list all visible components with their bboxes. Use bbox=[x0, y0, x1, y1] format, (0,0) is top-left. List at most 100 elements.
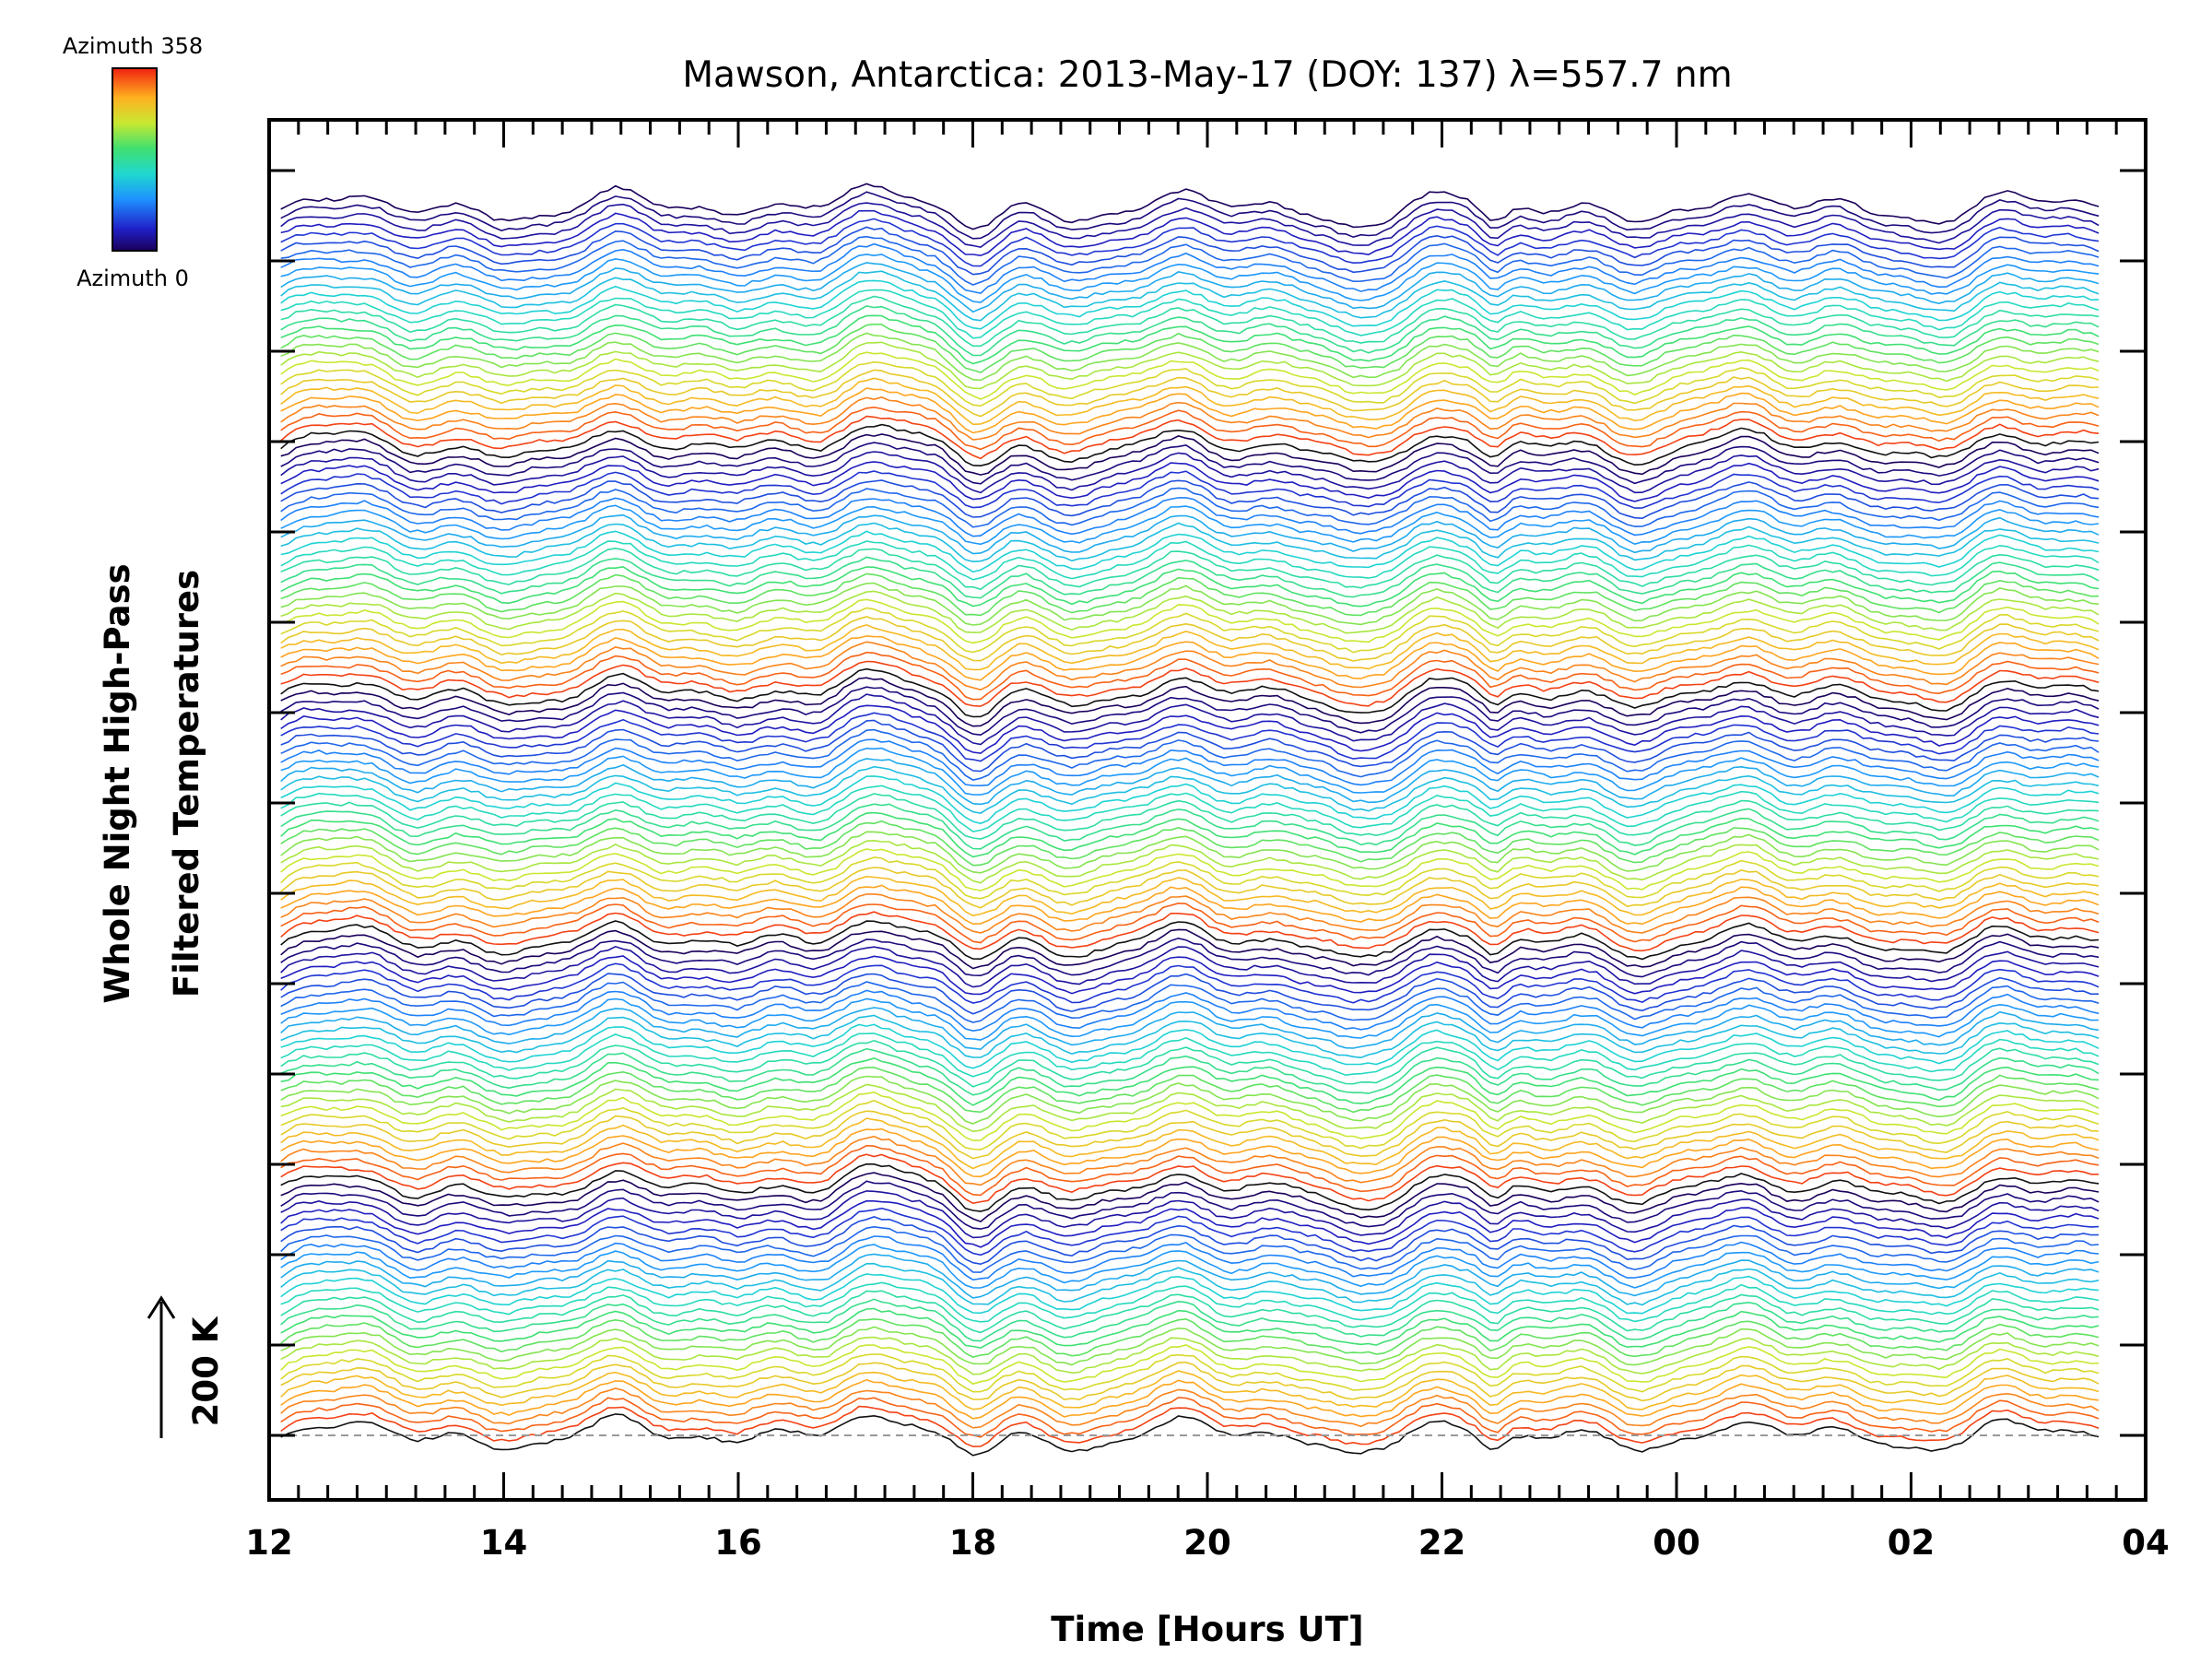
series-line bbox=[280, 660, 2100, 707]
x-ticks-group bbox=[267, 120, 2147, 1500]
series-line bbox=[280, 1091, 2100, 1142]
series-line bbox=[280, 686, 2100, 737]
series-line bbox=[280, 1023, 2100, 1069]
series-line bbox=[280, 1244, 2100, 1289]
series-line bbox=[280, 522, 2100, 563]
x-tick-label: 04 bbox=[2122, 1523, 2170, 1563]
series-line bbox=[280, 242, 2100, 294]
series-line bbox=[280, 218, 2100, 267]
series-line bbox=[280, 884, 2100, 926]
series-line bbox=[280, 747, 2100, 796]
series-line bbox=[280, 1180, 2100, 1230]
series-line bbox=[280, 945, 2100, 988]
series-line bbox=[280, 955, 2100, 996]
series-line bbox=[280, 1397, 2100, 1438]
series-line bbox=[280, 461, 2100, 502]
series-line bbox=[280, 962, 2100, 1004]
series-line bbox=[280, 1144, 2100, 1197]
series-line bbox=[280, 641, 2100, 691]
series-line bbox=[280, 262, 2100, 313]
colorbar bbox=[112, 67, 158, 252]
series-line bbox=[280, 831, 2100, 874]
series-line bbox=[280, 712, 2100, 762]
series-line bbox=[280, 1273, 2100, 1315]
series-line bbox=[280, 556, 2100, 599]
series-line bbox=[280, 856, 2100, 900]
series-line bbox=[280, 1253, 2100, 1299]
series-line bbox=[280, 433, 2100, 476]
series-line bbox=[280, 651, 2100, 701]
series-line bbox=[280, 1056, 2100, 1106]
series-line bbox=[280, 565, 2100, 608]
series-line bbox=[280, 1135, 2100, 1186]
series-line bbox=[280, 738, 2100, 787]
series-line bbox=[280, 1317, 2100, 1358]
series-line bbox=[280, 1172, 2100, 1223]
series-line bbox=[280, 803, 2100, 850]
series-line bbox=[280, 254, 2100, 303]
series-line bbox=[280, 635, 2100, 681]
series-line bbox=[280, 270, 2100, 322]
series-line bbox=[280, 1127, 2100, 1178]
series-line bbox=[280, 582, 2100, 626]
series-line bbox=[280, 470, 2100, 509]
series-line bbox=[280, 314, 2100, 365]
series-line bbox=[280, 295, 2100, 348]
series-line bbox=[280, 677, 2100, 727]
series-line bbox=[280, 1099, 2100, 1151]
series-line bbox=[280, 981, 2100, 1023]
series-line bbox=[280, 1117, 2100, 1170]
series-line bbox=[280, 1225, 2100, 1273]
series-line bbox=[280, 406, 2100, 451]
y-axis-label-line2: Filtered Temperatures bbox=[167, 570, 206, 997]
series-line bbox=[280, 765, 2100, 814]
series-line bbox=[280, 547, 2100, 591]
series-line bbox=[280, 341, 2100, 390]
series-line bbox=[280, 479, 2100, 520]
series-line bbox=[280, 1110, 2100, 1160]
series-line bbox=[280, 572, 2100, 617]
series-line bbox=[280, 513, 2100, 555]
series-line bbox=[280, 423, 2100, 467]
series-line bbox=[280, 848, 2100, 891]
series-line bbox=[280, 1290, 2100, 1334]
x-axis-label: Time [Hours UT] bbox=[1051, 1610, 1363, 1649]
series-line bbox=[280, 1235, 2100, 1281]
series-line bbox=[280, 279, 2100, 330]
series-line bbox=[280, 1153, 2100, 1205]
series-line bbox=[280, 1405, 2100, 1447]
series-line bbox=[280, 839, 2100, 884]
series-line bbox=[280, 497, 2100, 537]
series-line bbox=[280, 667, 2100, 718]
series-line bbox=[280, 1033, 2100, 1078]
series-line bbox=[280, 183, 2100, 230]
series-line bbox=[280, 1387, 2100, 1429]
series-line bbox=[280, 504, 2100, 546]
series-line bbox=[280, 1014, 2100, 1059]
series-line bbox=[280, 989, 2100, 1033]
series-line bbox=[280, 1199, 2100, 1248]
series-line bbox=[280, 598, 2100, 644]
series-line bbox=[280, 1162, 2100, 1212]
series-line bbox=[280, 530, 2100, 573]
series-line bbox=[280, 973, 2100, 1015]
x-tick-labels-group: 12 14 16 18 20 22 00 02 04 bbox=[245, 1523, 2170, 1563]
series-line bbox=[280, 202, 2100, 248]
series-line bbox=[280, 1216, 2100, 1266]
x-tick-label: 12 bbox=[245, 1523, 293, 1563]
series-line bbox=[280, 867, 2100, 909]
series-line bbox=[280, 377, 2100, 426]
colorbar-top-label: Azimuth 358 bbox=[63, 33, 203, 59]
series-line bbox=[280, 590, 2100, 634]
colorbar-bottom-label: Azimuth 0 bbox=[76, 266, 189, 291]
series-line bbox=[280, 332, 2100, 382]
series-line bbox=[280, 1336, 2100, 1375]
series-line bbox=[280, 911, 2100, 952]
series-line bbox=[280, 1413, 2100, 1457]
series-line bbox=[280, 920, 2100, 961]
traces-group bbox=[280, 183, 2100, 1457]
series-line bbox=[280, 937, 2100, 978]
series-line bbox=[280, 719, 2100, 773]
